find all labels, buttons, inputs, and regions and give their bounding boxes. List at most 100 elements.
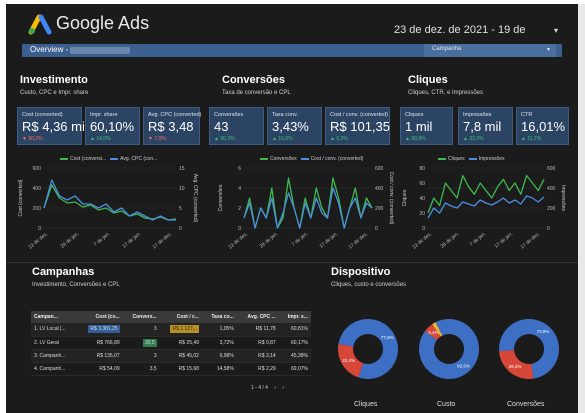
column-header[interactable]: Taxa co... — [201, 311, 237, 323]
y2-tick-label: 5 — [179, 206, 182, 212]
x-tick-label: 17 de dez. — [348, 231, 370, 251]
donut-slice — [338, 319, 398, 379]
kpi-card-cliques[interactable]: Cliques 1 mil ▲ 99,9% — [400, 107, 453, 145]
line-chart-conversoes: 6 4 2 0 600 400 200 0 Conversões Cost / conv. (co… — [218, 166, 394, 251]
y-axis-label: Cliques — [402, 189, 408, 206]
y-tick-label: 0 — [238, 226, 241, 232]
kpi-delta: ▲ 15,0% — [272, 136, 293, 142]
table-cell: 6,98% — [201, 349, 237, 363]
donut-chart-custo: 92,6% 5,4% — [419, 319, 479, 379]
kpi-value: 60,10% — [90, 119, 135, 134]
donut-chart-conversoes: 73,8% 26,2% — [499, 319, 559, 379]
prev-page-button[interactable]: ‹ — [274, 385, 277, 391]
kpi-delta: ▲ 99,9% — [405, 136, 426, 142]
column-header[interactable]: Avg. CPC ... — [236, 311, 279, 323]
kpi-card-cost[interactable]: Cost (converted) R$ 4,36 mil ▼ 60,2% — [17, 107, 88, 145]
chevron-down-icon: ▾ — [546, 47, 550, 53]
donut-slice — [499, 350, 534, 379]
legend-entry: Conversões — [270, 156, 297, 162]
y2-axis-label: Cost / conv. (converted) — [388, 172, 394, 225]
y2-axis-label: Avg. CPC (converted) — [192, 174, 198, 223]
column-header[interactable]: Cost (co... — [77, 311, 123, 323]
table-cell: R$ 766,89 — [77, 336, 123, 350]
column-header[interactable]: Campan... — [31, 311, 77, 323]
kpi-card-cost-per-conv[interactable]: Cost / conv. (converted) R$ 101,35 ▲ 6,3… — [325, 107, 390, 145]
chart-legend-conversoes: Conversões Cost / conv. (converted) — [256, 156, 363, 162]
redacted-account-name — [70, 47, 130, 54]
cell-heat: 30,5 — [142, 338, 157, 347]
table-cell: R$ 3,14 — [236, 349, 279, 363]
column-header[interactable]: Impr. s... — [278, 311, 311, 323]
series-line — [427, 174, 545, 214]
kpi-label: Cost (converted) — [22, 112, 63, 118]
table-row[interactable]: 1. LV Local |... R$ 3.381,25 3 R$ 1.127,… — [31, 323, 311, 337]
kpi-value: 1 mil — [405, 119, 433, 134]
x-tick-label: 23 de dez. — [28, 231, 50, 251]
table-row[interactable]: 4. Campanh... R$ 54,09 3,5 R$ 15,68 14,5… — [31, 362, 311, 376]
x-tick-label: 17 de jan. — [494, 231, 515, 250]
table-cell: R$ 15,68 — [159, 362, 202, 376]
section-title-investimento: Investimento — [20, 74, 88, 86]
donut-label-cliques: Cliques — [354, 401, 378, 408]
table-row[interactable]: 3. Campanh... R$ 135,07 3 R$ 45,02 6,98%… — [31, 349, 311, 363]
x-tick-label: 7 de jan. — [291, 231, 310, 248]
table-cell: R$ 2,29 — [236, 362, 279, 376]
y-tick-label: 40 — [419, 196, 425, 202]
kpi-delta: ▲ 90,3% — [214, 136, 235, 142]
kpi-card-conversoes[interactable]: Conversões 43 ▲ 90,3% — [209, 107, 264, 145]
y-axis-label: Conversões — [218, 184, 224, 211]
kpi-label: Avg. CPC (converted) — [148, 112, 202, 118]
y-tick-label: 80 — [419, 166, 425, 172]
table-cell: R$ 25,49 — [159, 336, 202, 350]
series-line — [243, 187, 373, 229]
line-chart-investimento: 600 400 200 0 15 10 5 0 Cost (converted) Avg. CPC… — [18, 166, 198, 251]
date-range-picker[interactable]: 23 de dez. de 2021 - 19 de — [394, 24, 526, 36]
cell-heat: R$ 3.381,25 — [88, 325, 120, 334]
donut-slice — [499, 319, 559, 379]
donut-label-conversoes: Conversões — [507, 401, 545, 408]
chart-legend-investimento: Cost (conversi... Avg. CPC (con... — [56, 156, 157, 162]
donut-slice-label: 77,6% — [381, 335, 394, 340]
y-axis-label: Cost (converted) — [18, 179, 24, 216]
next-page-button[interactable]: › — [282, 385, 285, 391]
y2-tick-label: 600 — [547, 166, 556, 172]
table-cell: 60,81% — [278, 323, 311, 337]
series-line — [427, 195, 545, 219]
page-scrollbar[interactable] — [578, 4, 585, 413]
date-dropdown-caret-icon[interactable]: ▾ — [554, 26, 559, 35]
donut-slice-label: 92,6% — [457, 364, 470, 369]
table-cell: R$ 11,78 — [236, 323, 279, 337]
table-row[interactable]: 2. LV Geral R$ 766,89 30,5 R$ 25,49 3,72… — [31, 336, 311, 350]
table-cell: 2. LV Geral — [31, 336, 77, 350]
kpi-value: 16,01% — [521, 119, 566, 134]
kpi-delta: ▼ 7,0% — [148, 136, 166, 142]
section-subtitle-campanhas: Investimento, Conversões e CPL — [32, 282, 120, 288]
kpi-card-ctr[interactable]: CTR 16,01% ▲ 11,7% — [516, 107, 569, 145]
y-tick-label: 6 — [238, 166, 241, 172]
kpi-card-avg-cpc[interactable]: Avg. CPC (converted) R$ 3,48 ▼ 7,0% — [143, 107, 202, 145]
y-tick-label: 2 — [238, 206, 241, 212]
column-header[interactable]: Cost / c... — [159, 311, 202, 323]
section-subtitle-conversoes: Taxa de conversão e CPL — [222, 90, 291, 96]
report-header: Google Ads 23 de dez. de 2021 - 19 de ▾ — [6, 4, 578, 44]
kpi-card-impressoes[interactable]: Impressões 7,8 mil ▲ 32,0% — [458, 107, 513, 145]
section-divider — [6, 262, 578, 263]
section-subtitle-cliques: Cliques, CTR, e Impressões — [408, 90, 484, 96]
x-tick-label: 17 de jan. — [319, 231, 340, 250]
legend-entry: Impressões — [478, 156, 505, 162]
kpi-delta: ▲ 32,0% — [463, 136, 484, 142]
column-header[interactable]: Convers... — [122, 311, 160, 323]
y-tick-label: 20 — [419, 211, 425, 217]
section-subtitle-dispositivo: Cliques, custo e conversões — [331, 282, 407, 288]
table-cell: R$ 1.127,.. — [159, 323, 202, 337]
legend-entry: Avg. CPC (con... — [120, 156, 158, 162]
kpi-label: Impr. share — [90, 112, 118, 118]
campaign-dropdown[interactable]: Campanha ▾ — [424, 44, 556, 57]
donut-slice — [424, 324, 441, 341]
kpi-card-impr-share[interactable]: Impr. share 60,10% ▲ 14,0% — [85, 107, 140, 145]
x-tick-label: 28 de jan. — [60, 231, 81, 250]
x-tick-label: 7 de jan. — [469, 231, 488, 248]
donut-slice — [432, 322, 443, 337]
kpi-card-taxa-conv[interactable]: Taxa conv. 3,43% ▲ 15,0% — [267, 107, 322, 145]
pagination-range: 1 - 4 / 4 — [251, 385, 268, 391]
